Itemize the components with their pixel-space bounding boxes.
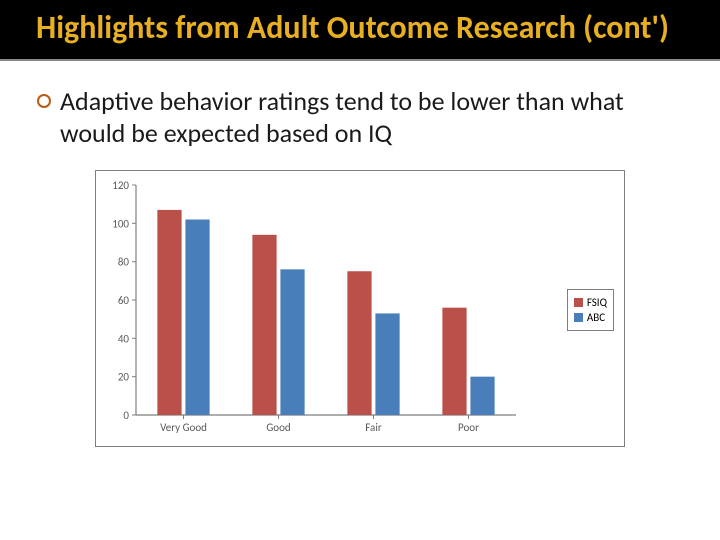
svg-text:Very Good: Very Good — [160, 421, 207, 434]
chart-plot: 0 20 40 60 80 100 120 Very Good Good Fair Poor — [100, 179, 553, 442]
title-bar: Highlights from Adult Outcome Research (… — [0, 0, 720, 61]
slide-title: Highlights from Adult Outcome Research (… — [36, 10, 700, 47]
svg-text:Fair: Fair — [365, 421, 382, 434]
bullet-text: Adaptive behavior ratings tend to be low… — [60, 85, 684, 150]
svg-text:Poor: Poor — [458, 421, 479, 434]
legend-swatch-icon — [574, 313, 583, 322]
chart-legend: FSIQ ABC — [567, 289, 614, 331]
content-area: Adaptive behavior ratings tend to be low… — [0, 61, 720, 447]
legend-label: FSIQ — [587, 296, 607, 309]
svg-text:Good: Good — [266, 421, 290, 434]
bullet-item: Adaptive behavior ratings tend to be low… — [36, 85, 684, 150]
svg-text:80: 80 — [118, 255, 130, 268]
svg-text:60: 60 — [118, 294, 130, 307]
legend-item-fsiq: FSIQ — [574, 296, 607, 309]
svg-text:120: 120 — [112, 179, 129, 192]
chart-container: 0 20 40 60 80 100 120 Very Good Good Fair Poor FSI… — [95, 170, 625, 447]
legend-item-abc: ABC — [574, 311, 607, 324]
svg-text:100: 100 — [112, 217, 129, 230]
svg-text:40: 40 — [118, 332, 130, 345]
svg-text:20: 20 — [118, 370, 130, 383]
legend-label: ABC — [587, 311, 605, 324]
circle-bullet-icon — [36, 93, 52, 114]
bar-chart-svg: 0 20 40 60 80 100 120 Very Good Good Fair Poor — [100, 179, 522, 437]
legend-swatch-icon — [574, 298, 583, 307]
svg-text:0: 0 — [123, 409, 129, 422]
